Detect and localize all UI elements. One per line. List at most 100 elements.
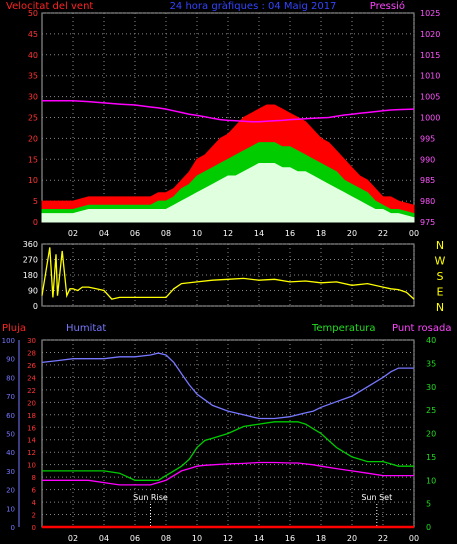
temp-tick-label: 20 [426, 430, 436, 439]
rain-tick-label: 12 [27, 449, 36, 457]
rain-tick-label: 16 [27, 424, 36, 432]
left-axis-label: Velocitat del vent [6, 1, 93, 12]
x-tick-label: 22 [378, 229, 388, 238]
x-tick-label: 20 [347, 229, 357, 238]
temp-humidity-panel: 02 04 06 08 10 12 14 16 18 20 22 000246810121416182… [2, 323, 452, 543]
temp-tick-label: 15 [426, 453, 436, 462]
dewpoint-label: Punt rosada [392, 323, 451, 334]
humidity-tick-label: 70 [6, 393, 15, 401]
sun-annotation-label: Sun Set [361, 493, 392, 502]
temperature-label: Temperatura [311, 323, 376, 334]
rain-tick-label: 0 [32, 524, 36, 532]
left-tick-label: 50 [28, 9, 38, 18]
x-tick-label: 18 [316, 534, 326, 543]
rain-tick-label: 6 [32, 487, 37, 495]
humidity-tick-label: 20 [6, 487, 15, 495]
temp-tick-label: 35 [426, 359, 436, 368]
x-tick-label: 18 [316, 229, 326, 238]
temp-tick-label: 0 [426, 523, 431, 532]
left-tick-label: 90 [28, 287, 38, 296]
x-tick-label: 02 [68, 534, 78, 543]
right-tick-label: 995 [420, 134, 435, 143]
x-tick-label: 16 [285, 534, 295, 543]
compass-label: N [436, 301, 444, 314]
left-tick-label: 35 [28, 72, 38, 81]
humidity-label: Humitat [66, 323, 106, 334]
right-tick-label: 1020 [420, 30, 440, 39]
temp-tick-label: 5 [426, 500, 431, 509]
left-tick-label: 20 [28, 134, 38, 143]
rain-label: Pluja [2, 323, 26, 334]
left-tick-label: 45 [28, 30, 38, 39]
humidity-tick-label: 100 [2, 337, 15, 345]
series-humidity-line [41, 352, 414, 420]
x-tick-label: 06 [130, 534, 140, 543]
series-direction-line [41, 247, 415, 300]
x-tick-label: 14 [254, 229, 264, 238]
right-axis-label: Pressió [370, 0, 405, 12]
left-tick-label: 5 [33, 197, 38, 206]
left-tick-label: 30 [28, 93, 38, 102]
x-tick-label: 04 [99, 229, 109, 238]
left-tick-label: 360 [23, 240, 38, 249]
x-tick-label: 10 [192, 534, 202, 543]
x-tick-label: 10 [192, 229, 202, 238]
right-tick-label: 975 [420, 218, 435, 227]
series-temperature-line [42, 421, 414, 481]
x-tick-label: 06 [130, 229, 140, 238]
series-dewpoint-line [42, 461, 414, 486]
left-tick-label: 0 [33, 218, 38, 227]
x-tick-label: 08 [161, 534, 171, 543]
x-tick-label: 04 [99, 534, 109, 543]
rain-tick-label: 28 [27, 349, 36, 357]
left-tick-label: 15 [28, 155, 38, 164]
left-tick-label: 40 [28, 51, 38, 60]
rain-tick-label: 22 [27, 387, 36, 395]
left-tick-label: 0 [33, 302, 38, 311]
temp-tick-label: 30 [426, 383, 436, 392]
humidity-tick-label: 50 [6, 431, 15, 439]
left-tick-label: 270 [23, 256, 38, 265]
x-tick-label: 14 [254, 534, 264, 543]
x-tick-label: 16 [285, 229, 295, 238]
humidity-tick-label: 40 [6, 449, 15, 457]
humidity-tick-label: 90 [6, 356, 15, 364]
compass-label: N [436, 239, 444, 252]
chart-title: 24 hora gràfiques : 04 Maig 2017 [170, 0, 337, 12]
rain-tick-label: 10 [27, 462, 36, 470]
rain-tick-label: 20 [27, 399, 36, 407]
right-tick-label: 1010 [420, 72, 440, 81]
right-tick-label: 1015 [420, 51, 440, 60]
humidity-tick-label: 30 [6, 468, 15, 476]
humidity-tick-label: 80 [6, 374, 15, 382]
x-tick-label: 08 [161, 229, 171, 238]
rain-tick-label: 18 [27, 412, 36, 420]
rain-tick-label: 14 [27, 437, 36, 445]
x-tick-label: 00 [409, 229, 419, 238]
temp-tick-label: 10 [426, 476, 436, 485]
right-tick-label: 1000 [420, 114, 440, 123]
x-tick-label: 12 [223, 229, 233, 238]
right-tick-label: 990 [420, 155, 435, 164]
x-tick-label: 20 [347, 534, 357, 543]
temp-tick-label: 25 [426, 406, 436, 415]
right-tick-label: 985 [420, 176, 435, 185]
x-tick-label: 12 [223, 534, 233, 543]
right-tick-label: 1025 [420, 9, 440, 18]
left-tick-label: 180 [23, 271, 38, 280]
humidity-tick-label: 0 [11, 524, 15, 532]
compass-label: S [437, 270, 444, 283]
wind-pressure-panel: 02 04 06 08 10 12 14 16 18 20 22 000510152025303540… [6, 0, 440, 238]
rain-tick-label: 2 [32, 512, 36, 520]
rain-tick-label: 30 [27, 337, 36, 345]
rain-tick-label: 24 [27, 374, 36, 382]
compass-label: W [435, 255, 446, 268]
humidity-tick-label: 10 [6, 505, 15, 513]
left-tick-label: 10 [28, 176, 38, 185]
compass-label: E [437, 286, 444, 299]
rain-tick-label: 4 [32, 499, 37, 507]
rain-tick-label: 8 [32, 474, 36, 482]
